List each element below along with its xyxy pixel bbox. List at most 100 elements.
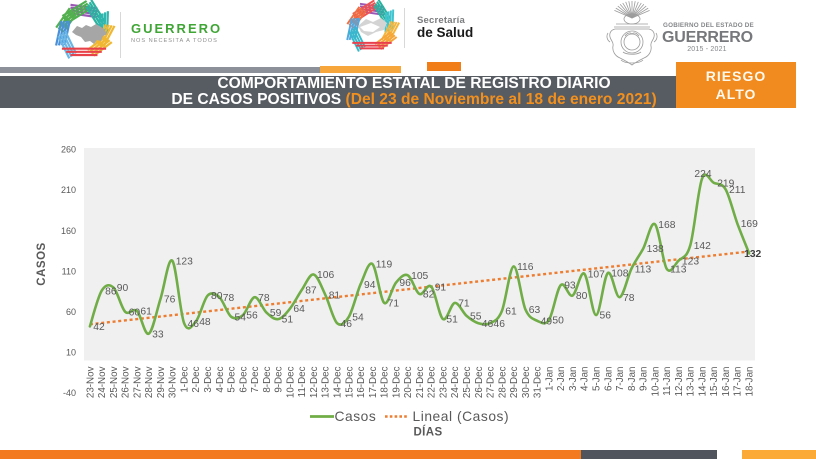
svg-text:13-Dec: 13-Dec — [321, 366, 332, 398]
svg-text:30-Nov: 30-Nov — [168, 366, 179, 398]
svg-text:116: 116 — [517, 262, 534, 273]
svg-text:19-Dec: 19-Dec — [391, 366, 402, 398]
svg-text:16-Jan: 16-Jan — [721, 367, 732, 397]
svg-text:55: 55 — [470, 312, 482, 323]
svg-text:18-Jan: 18-Jan — [745, 367, 756, 397]
svg-text:56: 56 — [600, 311, 612, 322]
svg-text:219: 219 — [717, 178, 734, 189]
svg-text:105: 105 — [411, 271, 428, 282]
svg-text:27-Dec: 27-Dec — [486, 366, 497, 398]
svg-text:91: 91 — [435, 282, 447, 293]
svg-text:169: 169 — [741, 219, 758, 230]
svg-text:3-Jan: 3-Jan — [568, 367, 579, 392]
svg-text:2-Jan: 2-Jan — [556, 367, 567, 392]
svg-text:DÍAS: DÍAS — [413, 425, 442, 438]
svg-text:25-Nov: 25-Nov — [109, 366, 120, 398]
svg-text:23-Nov: 23-Nov — [85, 366, 96, 398]
svg-text:108: 108 — [611, 269, 628, 280]
svg-text:1-Dec: 1-Dec — [180, 366, 191, 392]
svg-text:21-Dec: 21-Dec — [415, 366, 426, 398]
svg-text:2-Dec: 2-Dec — [191, 366, 202, 392]
svg-text:94: 94 — [364, 280, 376, 291]
svg-text:78: 78 — [623, 293, 635, 304]
svg-text:6-Jan: 6-Jan — [603, 367, 614, 392]
svg-text:63: 63 — [529, 305, 541, 316]
svg-text:18-Dec: 18-Dec — [380, 366, 391, 398]
svg-text:27-Nov: 27-Nov — [132, 366, 143, 398]
svg-text:5-Jan: 5-Jan — [592, 367, 603, 392]
svg-text:82: 82 — [423, 290, 435, 301]
svg-text:11-Dec: 11-Dec — [297, 366, 308, 397]
svg-text:60: 60 — [129, 307, 141, 318]
svg-text:160: 160 — [61, 226, 76, 236]
svg-text:78: 78 — [223, 293, 235, 304]
svg-text:168: 168 — [658, 220, 675, 231]
svg-text:Casos: Casos — [335, 409, 377, 424]
svg-text:90: 90 — [117, 283, 129, 294]
svg-text:54: 54 — [352, 312, 364, 323]
svg-text:15-Jan: 15-Jan — [709, 367, 720, 397]
svg-text:51: 51 — [282, 315, 294, 326]
svg-text:29-Dec: 29-Dec — [509, 366, 520, 398]
svg-text:96: 96 — [399, 278, 411, 289]
svg-text:16-Dec: 16-Dec — [356, 366, 367, 398]
svg-text:86: 86 — [105, 286, 117, 297]
svg-text:4-Jan: 4-Jan — [580, 367, 591, 392]
svg-text:46: 46 — [482, 319, 494, 330]
svg-text:25-Dec: 25-Dec — [462, 366, 473, 398]
svg-text:76: 76 — [164, 294, 176, 305]
svg-text:12-Dec: 12-Dec — [309, 366, 320, 398]
svg-text:-40: -40 — [63, 388, 76, 398]
svg-text:64: 64 — [293, 304, 305, 315]
svg-text:Lineal (Casos): Lineal (Casos) — [413, 409, 510, 424]
svg-text:48: 48 — [199, 317, 211, 328]
svg-text:15-Dec: 15-Dec — [344, 366, 355, 398]
svg-text:46: 46 — [494, 319, 506, 330]
svg-text:56: 56 — [246, 311, 258, 322]
svg-text:71: 71 — [388, 299, 400, 310]
svg-text:224: 224 — [694, 169, 711, 180]
svg-text:33: 33 — [152, 329, 164, 340]
svg-text:54: 54 — [235, 312, 247, 323]
svg-text:26-Nov: 26-Nov — [121, 366, 132, 398]
svg-text:106: 106 — [317, 270, 334, 281]
svg-text:6-Dec: 6-Dec — [238, 366, 249, 392]
svg-text:17-Jan: 17-Jan — [733, 367, 744, 397]
svg-text:138: 138 — [647, 244, 664, 255]
svg-text:59: 59 — [270, 308, 282, 319]
svg-text:210: 210 — [61, 185, 76, 195]
svg-text:10-Dec: 10-Dec — [285, 366, 296, 398]
svg-text:78: 78 — [258, 293, 270, 304]
svg-text:61: 61 — [505, 307, 517, 318]
svg-text:10-Jan: 10-Jan — [650, 367, 661, 397]
svg-text:CASOS: CASOS — [36, 242, 48, 285]
svg-text:123: 123 — [682, 256, 699, 267]
svg-text:113: 113 — [635, 264, 652, 275]
svg-text:107: 107 — [588, 269, 605, 280]
svg-text:93: 93 — [564, 281, 576, 292]
svg-text:14-Jan: 14-Jan — [697, 367, 708, 397]
svg-text:81: 81 — [329, 290, 341, 301]
svg-text:11-Jan: 11-Jan — [662, 367, 673, 396]
svg-text:51: 51 — [446, 315, 458, 326]
svg-text:28-Dec: 28-Dec — [497, 366, 508, 398]
svg-text:28-Nov: 28-Nov — [144, 366, 155, 398]
svg-text:123: 123 — [176, 256, 193, 267]
svg-text:142: 142 — [694, 241, 711, 252]
svg-text:113: 113 — [670, 264, 687, 275]
svg-text:61: 61 — [140, 307, 152, 318]
svg-text:60: 60 — [66, 307, 76, 317]
svg-text:87: 87 — [305, 286, 317, 297]
svg-text:13-Jan: 13-Jan — [686, 367, 697, 397]
svg-text:49: 49 — [541, 316, 553, 327]
svg-text:71: 71 — [458, 299, 470, 310]
svg-text:31-Dec: 31-Dec — [533, 366, 544, 398]
svg-text:3-Dec: 3-Dec — [203, 366, 214, 392]
svg-text:9-Jan: 9-Jan — [639, 367, 650, 392]
svg-text:1-Jan: 1-Jan — [544, 367, 555, 392]
svg-text:22-Dec: 22-Dec — [427, 366, 438, 398]
svg-text:30-Dec: 30-Dec — [521, 366, 532, 398]
svg-text:46: 46 — [188, 319, 200, 330]
svg-text:4-Dec: 4-Dec — [215, 366, 226, 392]
svg-text:17-Dec: 17-Dec — [368, 366, 379, 398]
